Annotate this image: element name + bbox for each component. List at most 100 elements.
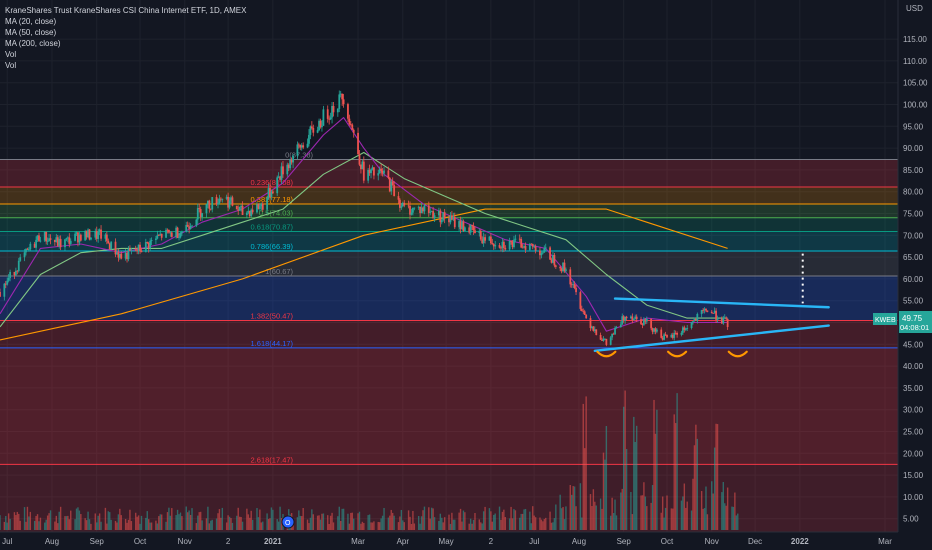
- candle-body: [117, 252, 120, 258]
- volume-bars: [0, 390, 739, 530]
- candle-body: [605, 338, 608, 345]
- candle-body: [289, 159, 292, 169]
- volume-bar: [672, 508, 674, 530]
- volume-bar: [670, 508, 673, 530]
- volume-bar: [622, 406, 625, 530]
- candle-body: [543, 248, 546, 253]
- volume-bar: [488, 508, 491, 530]
- volume-bar: [383, 507, 385, 530]
- candle-body: [64, 239, 66, 248]
- volume-bar: [595, 505, 597, 530]
- candle-body: [644, 319, 647, 322]
- candle-body: [341, 93, 344, 100]
- volume-bar: [347, 513, 349, 530]
- swing-low-arc[interactable]: [596, 350, 617, 358]
- candle-body: [308, 134, 310, 144]
- candle-body: [440, 220, 443, 223]
- candle-body: [149, 240, 152, 249]
- time-axis[interactable]: [0, 532, 932, 550]
- volume-bar: [199, 511, 202, 530]
- candle-body: [429, 211, 432, 213]
- volume-bar: [318, 515, 320, 530]
- time-axis-ticks: Jul Aug Sep Oct Nov 2 2021 Mar Apr May 2 Jul Aug Sep O…: [2, 537, 892, 546]
- candle-body: [26, 248, 29, 250]
- candle-body: [349, 124, 352, 126]
- candle-body: [437, 210, 440, 216]
- candle-body: [271, 191, 274, 194]
- volume-bar: [217, 513, 219, 530]
- candle-body: [261, 203, 264, 210]
- price-axis-currency: USD: [906, 4, 923, 13]
- candle-body: [443, 212, 446, 219]
- volume-bar: [150, 522, 153, 530]
- candle-body: [674, 332, 677, 334]
- candle-body: [430, 211, 433, 212]
- swing-low-arc[interactable]: [727, 350, 748, 358]
- last-price-tag[interactable]: KWEB 49.75 04:08:01: [873, 311, 932, 333]
- candle-body: [256, 204, 258, 213]
- volume-bar: [299, 515, 301, 530]
- volume-bar: [140, 515, 143, 530]
- volume-bar: [400, 509, 403, 530]
- volume-bar: [337, 516, 339, 530]
- fib-level-label: 0.382(77.18): [251, 195, 294, 204]
- candle-body: [39, 240, 42, 242]
- legend-vol-2: Vol: [5, 61, 16, 70]
- candle-body: [85, 231, 88, 238]
- candle-body: [572, 284, 575, 285]
- volume-bar: [292, 522, 294, 530]
- candle-body: [33, 243, 36, 248]
- candle-body: [484, 237, 486, 241]
- volume-bar: [39, 517, 42, 530]
- candle-body: [108, 243, 111, 250]
- trendline-upper[interactable]: [613, 297, 830, 309]
- candle-body: [169, 232, 172, 234]
- volume-bar: [58, 511, 60, 530]
- volume-bar: [168, 507, 170, 530]
- candle-body: [178, 237, 180, 239]
- volume-bar: [126, 522, 128, 530]
- volume-bar: [664, 507, 667, 530]
- candle-body: [559, 266, 562, 269]
- volume-bar: [342, 508, 345, 530]
- candle-body: [240, 205, 243, 207]
- price-axis[interactable]: [898, 0, 932, 532]
- candle-body: [579, 292, 582, 309]
- candle-body: [120, 253, 123, 259]
- volume-bar: [721, 492, 723, 530]
- candle-body: [488, 236, 491, 241]
- candle-body: [449, 215, 452, 223]
- candle-body: [351, 124, 354, 130]
- candle-body: [664, 334, 667, 336]
- candle-body: [715, 310, 717, 320]
- volume-bar: [562, 506, 564, 530]
- candle-body: [217, 203, 219, 205]
- candle-body: [235, 205, 238, 210]
- volume-bar: [260, 522, 263, 530]
- event-marker[interactable]: O: [281, 515, 295, 529]
- price-tick-label: 65.00: [903, 253, 924, 262]
- legend[interactable]: KraneShares Trust KraneShares CSI China …: [5, 6, 247, 70]
- volume-bar: [329, 515, 332, 530]
- fib-retracement[interactable]: 0(87.38) 0.236(81.08) 0.382(77.18) 0.5(74.0…: [0, 151, 898, 532]
- candle-body: [97, 232, 100, 239]
- candle-body: [297, 144, 300, 146]
- volume-bar: [16, 511, 19, 530]
- trendline-lower[interactable]: [593, 324, 830, 353]
- candle-body: [94, 230, 97, 238]
- time-tick-label: Oct: [134, 537, 147, 546]
- volume-bar: [44, 522, 46, 530]
- swing-low-arc[interactable]: [667, 350, 688, 358]
- volume-bar: [601, 508, 603, 530]
- candle-body: [393, 185, 396, 197]
- volume-bar: [458, 512, 460, 530]
- drawings[interactable]: [593, 253, 830, 358]
- candle-body: [58, 238, 61, 246]
- candle-body: [110, 241, 113, 250]
- volume-bar: [178, 514, 180, 530]
- volume-bar: [332, 522, 335, 530]
- moving-averages: [0, 117, 728, 341]
- volume-bar: [490, 511, 492, 530]
